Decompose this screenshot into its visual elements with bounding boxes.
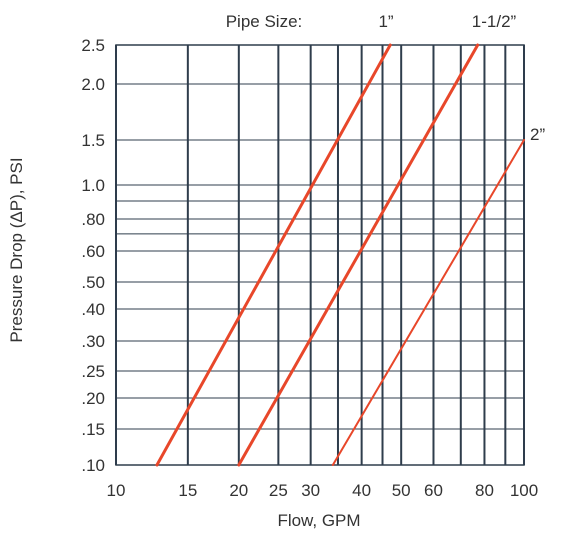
y-tick-label: .25 <box>81 362 105 381</box>
y-tick-label: 2.0 <box>81 75 105 94</box>
x-tick-labels: 10 15 20 25 30 40 50 60 80 100 <box>107 481 539 500</box>
y-tick-label: 2.5 <box>81 36 105 55</box>
x-tick-label: 100 <box>510 481 538 500</box>
series-lines <box>155 43 525 467</box>
y-tick-label: .80 <box>81 210 105 229</box>
x-tick-label: 20 <box>229 481 248 500</box>
series-label: 1” <box>378 12 393 31</box>
y-tick-label: 1.5 <box>81 131 105 150</box>
x-tick-label: 15 <box>178 481 197 500</box>
series-line <box>237 43 480 467</box>
series-label: 1-1/2” <box>472 12 517 31</box>
x-tick-label: 25 <box>269 481 288 500</box>
y-tick-label: .15 <box>81 420 105 439</box>
x-tick-label: 60 <box>424 481 443 500</box>
series-line <box>155 43 392 467</box>
grid <box>115 44 525 466</box>
plot-frame <box>115 44 525 466</box>
y-tick-label: 1.0 <box>81 176 105 195</box>
y-axis-label: Pressure Drop (ΔP), PSI <box>7 157 26 342</box>
y-tick-label: .60 <box>81 242 105 261</box>
y-tick-label: .50 <box>81 273 105 292</box>
x-tick-label: 50 <box>392 481 411 500</box>
x-tick-label: 10 <box>107 481 126 500</box>
x-axis-label: Flow, GPM <box>277 511 360 530</box>
series-line <box>331 139 525 466</box>
x-tick-label: 80 <box>475 481 494 500</box>
pipe-size-header-label: Pipe Size: <box>226 12 303 31</box>
series-label: 2” <box>530 125 545 144</box>
y-tick-label: .40 <box>81 300 105 319</box>
y-tick-labels: .10 .15 .20 .25 .30 .40 .50 .60 .80 1.0 1.5 2.0 2.5 <box>81 36 105 475</box>
series-labels: 1” 1-1/2” 2” <box>378 12 545 144</box>
x-tick-label: 30 <box>301 481 320 500</box>
y-tick-label: .10 <box>81 456 105 475</box>
y-tick-label: .30 <box>81 332 105 351</box>
x-tick-label: 40 <box>352 481 371 500</box>
y-tick-label: .20 <box>81 389 105 408</box>
